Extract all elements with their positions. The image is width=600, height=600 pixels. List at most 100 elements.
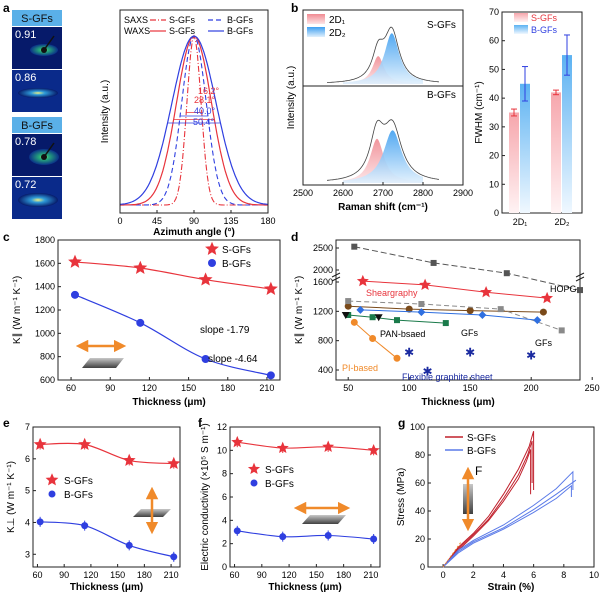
y-axis-label: Intensity (a.u.) [100, 80, 111, 143]
legend-label: B-GFs [467, 446, 496, 457]
data-point [418, 301, 425, 307]
x-tick-label: 210 [363, 570, 378, 580]
bar-s-gfs [551, 92, 561, 213]
legend-label: B-GFs [265, 479, 294, 490]
legend-label: B-GFs [227, 26, 253, 36]
bgfs-box [12, 117, 62, 133]
data-point [478, 311, 487, 319]
x-tick-label: 120 [83, 570, 98, 580]
y-tick-label: 4 [25, 517, 30, 527]
x-tick-label: 90 [189, 216, 199, 226]
x-tick-label: 90 [105, 383, 115, 393]
x-tick-label: 180 [260, 216, 275, 226]
y-tick-label: 2500 [313, 243, 333, 253]
series-line-s-gfs [40, 442, 174, 465]
data-point: ✱ [465, 345, 475, 359]
x-tick-label: 0 [441, 570, 446, 580]
data-point [442, 320, 449, 327]
x-axis-label: Thickness (μm) [421, 397, 494, 408]
data-point [231, 435, 244, 448]
legend-marker [250, 479, 258, 487]
stress-strain-curve-b-gfs [442, 470, 574, 568]
y-tick-label: 10 [217, 445, 227, 455]
x-tick-label: 120 [282, 570, 297, 580]
y-tick-label: 60 [489, 36, 499, 46]
data-point [276, 441, 289, 454]
legend-label: S-GFs [265, 465, 294, 476]
y-tick-label: 20 [489, 151, 499, 161]
y-tick-label: 1600 [313, 277, 333, 287]
data-point: ✱ [404, 345, 414, 359]
y-tick-label: 20 [415, 534, 425, 544]
y-tick-label: 1200 [313, 306, 333, 316]
y-tick-label: 0 [222, 562, 227, 572]
series-line-s-gfs [74, 261, 271, 290]
pattern-value: 0.72 [15, 179, 36, 191]
x-tick-label: 210 [259, 383, 274, 393]
stress-strain-curve-b-gfs [442, 484, 572, 568]
y-tick-label: 6 [222, 492, 227, 502]
x-tick-label: 2900 [453, 188, 473, 198]
series-line [348, 314, 446, 324]
peak-fill-2d2 [343, 130, 423, 183]
sgfs-box-label: S-GFs [21, 13, 53, 25]
data-point [324, 532, 332, 539]
subplot-title-sgfs: S-GFs [427, 20, 456, 31]
plot-frame [32, 426, 181, 568]
legend-swatch [514, 25, 528, 34]
plot-frame [427, 426, 595, 568]
series-line [354, 246, 581, 291]
y-tick-label: 0 [420, 562, 425, 572]
y-tick-label: 40 [415, 506, 425, 516]
data-point [36, 518, 44, 526]
y-tick-label: 30 [489, 122, 499, 132]
y-tick-label: 0 [494, 208, 499, 218]
axis-break-icon [575, 272, 585, 282]
x-tick-label: 10 [589, 570, 599, 580]
y-tick-label: 4 [222, 515, 227, 525]
data-point [322, 440, 335, 452]
data-point [125, 541, 133, 549]
legend-marker [45, 473, 59, 486]
legend-marker [48, 490, 56, 498]
data-point: ✱ [422, 364, 432, 378]
series-line [360, 309, 538, 321]
pattern-spot [18, 193, 58, 207]
data-point [533, 316, 542, 325]
x-axis-label: Thickness (μm) [268, 582, 341, 593]
panel-label-a: a [3, 1, 10, 15]
y-axis-label: Electric conductivity (×10⁵ S m⁻¹) [200, 423, 211, 571]
data-point [419, 278, 432, 291]
x-tick-label: 180 [137, 570, 152, 580]
y-tick-label: 7 [25, 422, 30, 432]
x-tick-label: 150 [181, 383, 196, 393]
sample-slab-icon [82, 358, 124, 368]
pattern-value: 0.78 [15, 136, 36, 148]
data-point [233, 527, 241, 535]
y-axis-label: Intensity (a.u.) [286, 66, 297, 129]
legend-header: SAXS [124, 15, 148, 25]
x-tick-label: 210 [164, 570, 179, 580]
subplot-title-bgfs: B-GFs [427, 90, 456, 101]
data-point [394, 317, 400, 324]
bar-b-gfs [562, 55, 572, 214]
x-tick-label: 60 [230, 570, 240, 580]
data-point [136, 318, 145, 327]
data-point [369, 314, 376, 321]
y-tick-label: 100 [410, 422, 425, 432]
label-pi: PI-based [342, 363, 378, 373]
y-tick-label: 12 [217, 422, 227, 432]
panel-label-d: d [291, 230, 298, 244]
panel-label-c: c [3, 230, 10, 244]
data-point [393, 354, 401, 362]
plot-frame [501, 11, 583, 214]
data-point [68, 254, 82, 268]
chart-c: 60 90 120 150 180 210 600 800 1000 1200 1400 1600 18… [12, 235, 281, 408]
data-point [167, 456, 181, 470]
legend-swatch [307, 14, 325, 24]
data-point [198, 272, 213, 286]
chart-a: 0 45 90 135 180 Azimuth angle (°) Intensity (a… [100, 9, 276, 238]
x-tick-label: 180 [336, 570, 351, 580]
x-tick-label: 50 [343, 383, 353, 393]
